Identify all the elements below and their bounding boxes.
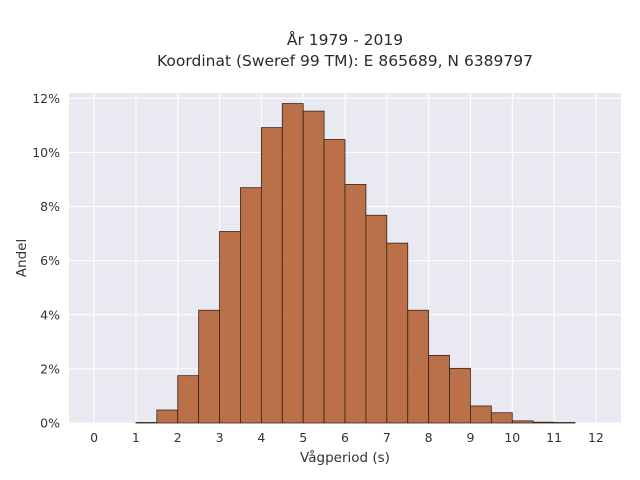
histogram-bar [260, 127, 283, 424]
histogram-bar [281, 103, 304, 424]
histogram-bar [219, 231, 241, 424]
x-axis-ticks: 0 1 2 3 4 5 6 7 8 9 10 11 12 [90, 430, 604, 445]
histogram-bar [428, 354, 450, 424]
histogram-bar [198, 309, 220, 424]
chart-title-line-1: År 1979 - 2019 [287, 30, 403, 49]
x-tick-label: 8 [425, 430, 433, 445]
y-tick-label: 12% [32, 91, 60, 106]
y-tick-label: 8% [40, 199, 60, 214]
histogram-bar [323, 139, 346, 424]
x-tick-label: 5 [299, 430, 307, 445]
histogram-bar [511, 420, 534, 424]
histogram-bar [553, 422, 576, 424]
histogram-bar [365, 214, 388, 424]
y-tick-label: 6% [40, 253, 60, 268]
x-tick-label: 7 [383, 430, 391, 445]
histogram-bar [532, 421, 555, 424]
x-tick-label: 6 [341, 430, 349, 445]
y-axis-ticks: 0% 2% 4% 6% 8% 10% 12% [32, 91, 60, 431]
chart-title-line-2: Koordinat (Sweref 99 TM): E 865689, N 63… [157, 52, 533, 70]
x-tick-label: 10 [504, 430, 520, 445]
y-tick-label: 4% [40, 307, 60, 322]
y-tick-label: 0% [40, 416, 60, 431]
histogram-bar [302, 110, 325, 424]
histogram-bar [156, 409, 179, 424]
x-tick-label: 4 [257, 430, 265, 445]
histogram-bar [344, 184, 367, 424]
x-tick-label: 12 [588, 430, 604, 445]
histogram-bar [240, 187, 262, 424]
histogram-bar [407, 309, 430, 424]
x-tick-label: 3 [216, 430, 224, 445]
x-tick-label: 11 [546, 430, 562, 445]
y-tick-label: 10% [32, 145, 60, 160]
x-axis-label: Vågperiod (s) [300, 449, 390, 466]
x-tick-label: 1 [132, 430, 140, 445]
x-tick-label: 9 [466, 430, 474, 445]
histogram-bar [449, 367, 471, 424]
x-tick-label: 2 [174, 430, 182, 445]
histogram-bar [490, 412, 513, 424]
bars [135, 103, 576, 424]
histogram-bar [177, 375, 200, 424]
histogram-bar [470, 405, 492, 424]
y-axis-label: Andel [14, 239, 30, 277]
x-tick-label: 0 [90, 430, 98, 445]
histogram-bar [135, 422, 158, 424]
histogram-bar [386, 242, 409, 424]
y-tick-label: 2% [40, 361, 60, 376]
